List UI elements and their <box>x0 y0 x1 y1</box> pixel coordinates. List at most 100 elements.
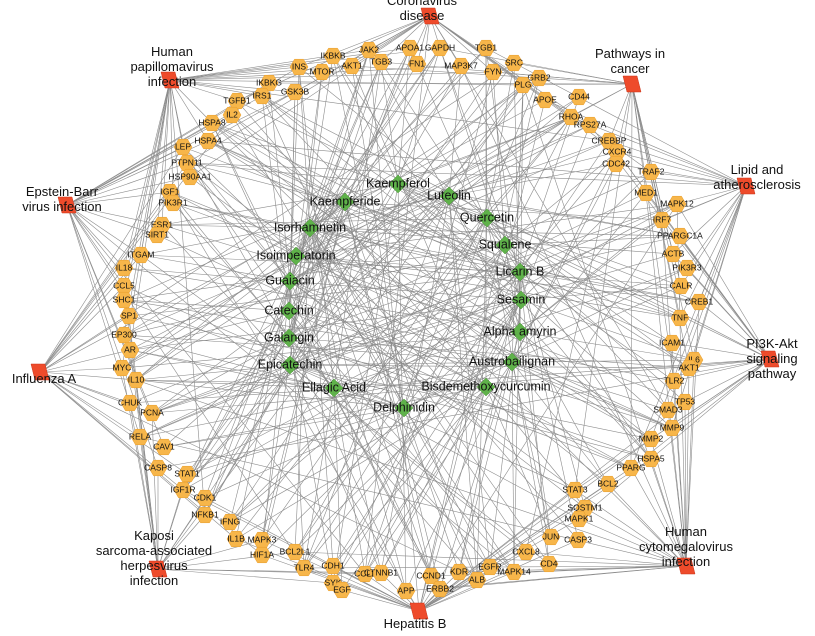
network-edge <box>519 271 586 509</box>
network-edge <box>261 227 311 541</box>
network-edge <box>684 401 687 567</box>
gene-node <box>476 39 496 57</box>
network-edge <box>182 146 297 257</box>
network-edge <box>123 201 346 301</box>
pathway-node <box>409 602 429 620</box>
gene-label: BCL2 <box>597 478 619 488</box>
network-edge <box>186 15 431 164</box>
gene-label: TGFB1 <box>223 95 251 105</box>
gene-label: SRC <box>505 57 523 67</box>
network-edge <box>519 96 580 273</box>
network-edge <box>519 84 524 333</box>
network-edge <box>519 140 610 273</box>
network-edge <box>186 299 522 475</box>
network-edge <box>135 379 159 570</box>
gene-node <box>220 513 240 531</box>
gene-node <box>621 459 641 477</box>
network-edge <box>486 116 572 219</box>
network-edge <box>397 183 407 592</box>
network-edge <box>513 565 687 573</box>
gene-label: HSP90AA1 <box>169 171 212 181</box>
gene-node <box>163 194 183 212</box>
network-edge <box>261 95 405 409</box>
network-edge <box>511 361 609 485</box>
gene-label: CCL2 <box>354 568 376 578</box>
network-edge <box>574 489 687 567</box>
gene-label: AKT1 <box>341 60 363 70</box>
network-edge <box>289 364 382 574</box>
gene-node <box>430 580 450 598</box>
pathway-label: Coronavirus disease <box>387 0 458 23</box>
pathway-label-line: cytomegalovirus <box>639 539 733 554</box>
network-edge <box>332 299 522 584</box>
gene-label: CHUK <box>118 397 142 407</box>
gene-node <box>662 419 682 437</box>
gene-label: BCL2L1 <box>280 546 311 556</box>
gene-label: HIF1A <box>250 549 274 559</box>
network-edge <box>650 171 747 187</box>
network-edge <box>332 55 405 409</box>
gene-node <box>430 39 450 57</box>
network-edge <box>409 47 522 301</box>
network-edge <box>403 151 618 409</box>
network-edge <box>364 217 488 575</box>
network-edge <box>288 310 441 590</box>
gene-node <box>467 571 487 589</box>
network-edge <box>261 217 488 541</box>
network-edge <box>309 47 441 229</box>
compound-node <box>510 262 530 282</box>
network-edge <box>295 116 572 257</box>
gene-node <box>226 530 246 548</box>
network-edge <box>380 15 431 63</box>
network-edge <box>688 358 771 369</box>
network-edge <box>351 65 487 388</box>
gene-node <box>252 546 272 564</box>
network-edge <box>135 255 297 381</box>
pathway-label: Hepatitis B <box>384 616 447 631</box>
network-edge <box>151 310 290 414</box>
network-edge <box>123 79 171 301</box>
pathway-label-line: Influenza A <box>12 371 77 386</box>
network-edge <box>439 47 633 85</box>
compound-node <box>510 322 530 342</box>
gene-label: SMAD3 <box>653 404 683 414</box>
gene-node <box>407 55 427 73</box>
network-edge <box>139 436 687 567</box>
compound-label: Luteolin <box>427 188 471 202</box>
gene-node <box>561 108 581 126</box>
network-edge <box>397 47 411 185</box>
network-edge <box>39 162 188 373</box>
gene-node <box>114 259 134 277</box>
gene-label: ITGAM <box>128 249 155 259</box>
gene-label: GSK3B <box>281 86 310 96</box>
gene-node <box>535 91 555 109</box>
network-edge <box>513 62 633 85</box>
gene-label: FYN <box>485 66 502 76</box>
network-edge <box>268 82 633 85</box>
gene-label: CDC42 <box>602 158 630 168</box>
network-edge <box>182 310 290 491</box>
gene-node <box>529 69 549 87</box>
network-edge <box>309 227 579 541</box>
network-edge <box>520 171 652 301</box>
network-edge <box>289 253 674 366</box>
network-edge <box>608 83 633 142</box>
network-edge <box>129 349 335 389</box>
gene-label: IL1B <box>227 533 245 543</box>
network-edge <box>289 71 323 366</box>
network-edge <box>123 79 171 336</box>
gene-node <box>641 450 661 468</box>
gene-label: RPS27A <box>574 119 607 129</box>
gene-node <box>142 404 162 422</box>
gene-label: SYK <box>324 577 341 587</box>
network-edge <box>288 310 673 429</box>
compound-node <box>477 208 497 228</box>
compound-node <box>300 218 320 238</box>
network-edge <box>289 96 580 282</box>
gene-label: TP53 <box>675 396 696 406</box>
network-edge <box>288 203 678 339</box>
network-edge <box>403 71 494 409</box>
network-edge <box>157 539 263 570</box>
gene-label: LEP <box>175 141 191 151</box>
gene-label: IKBKB <box>320 50 345 60</box>
